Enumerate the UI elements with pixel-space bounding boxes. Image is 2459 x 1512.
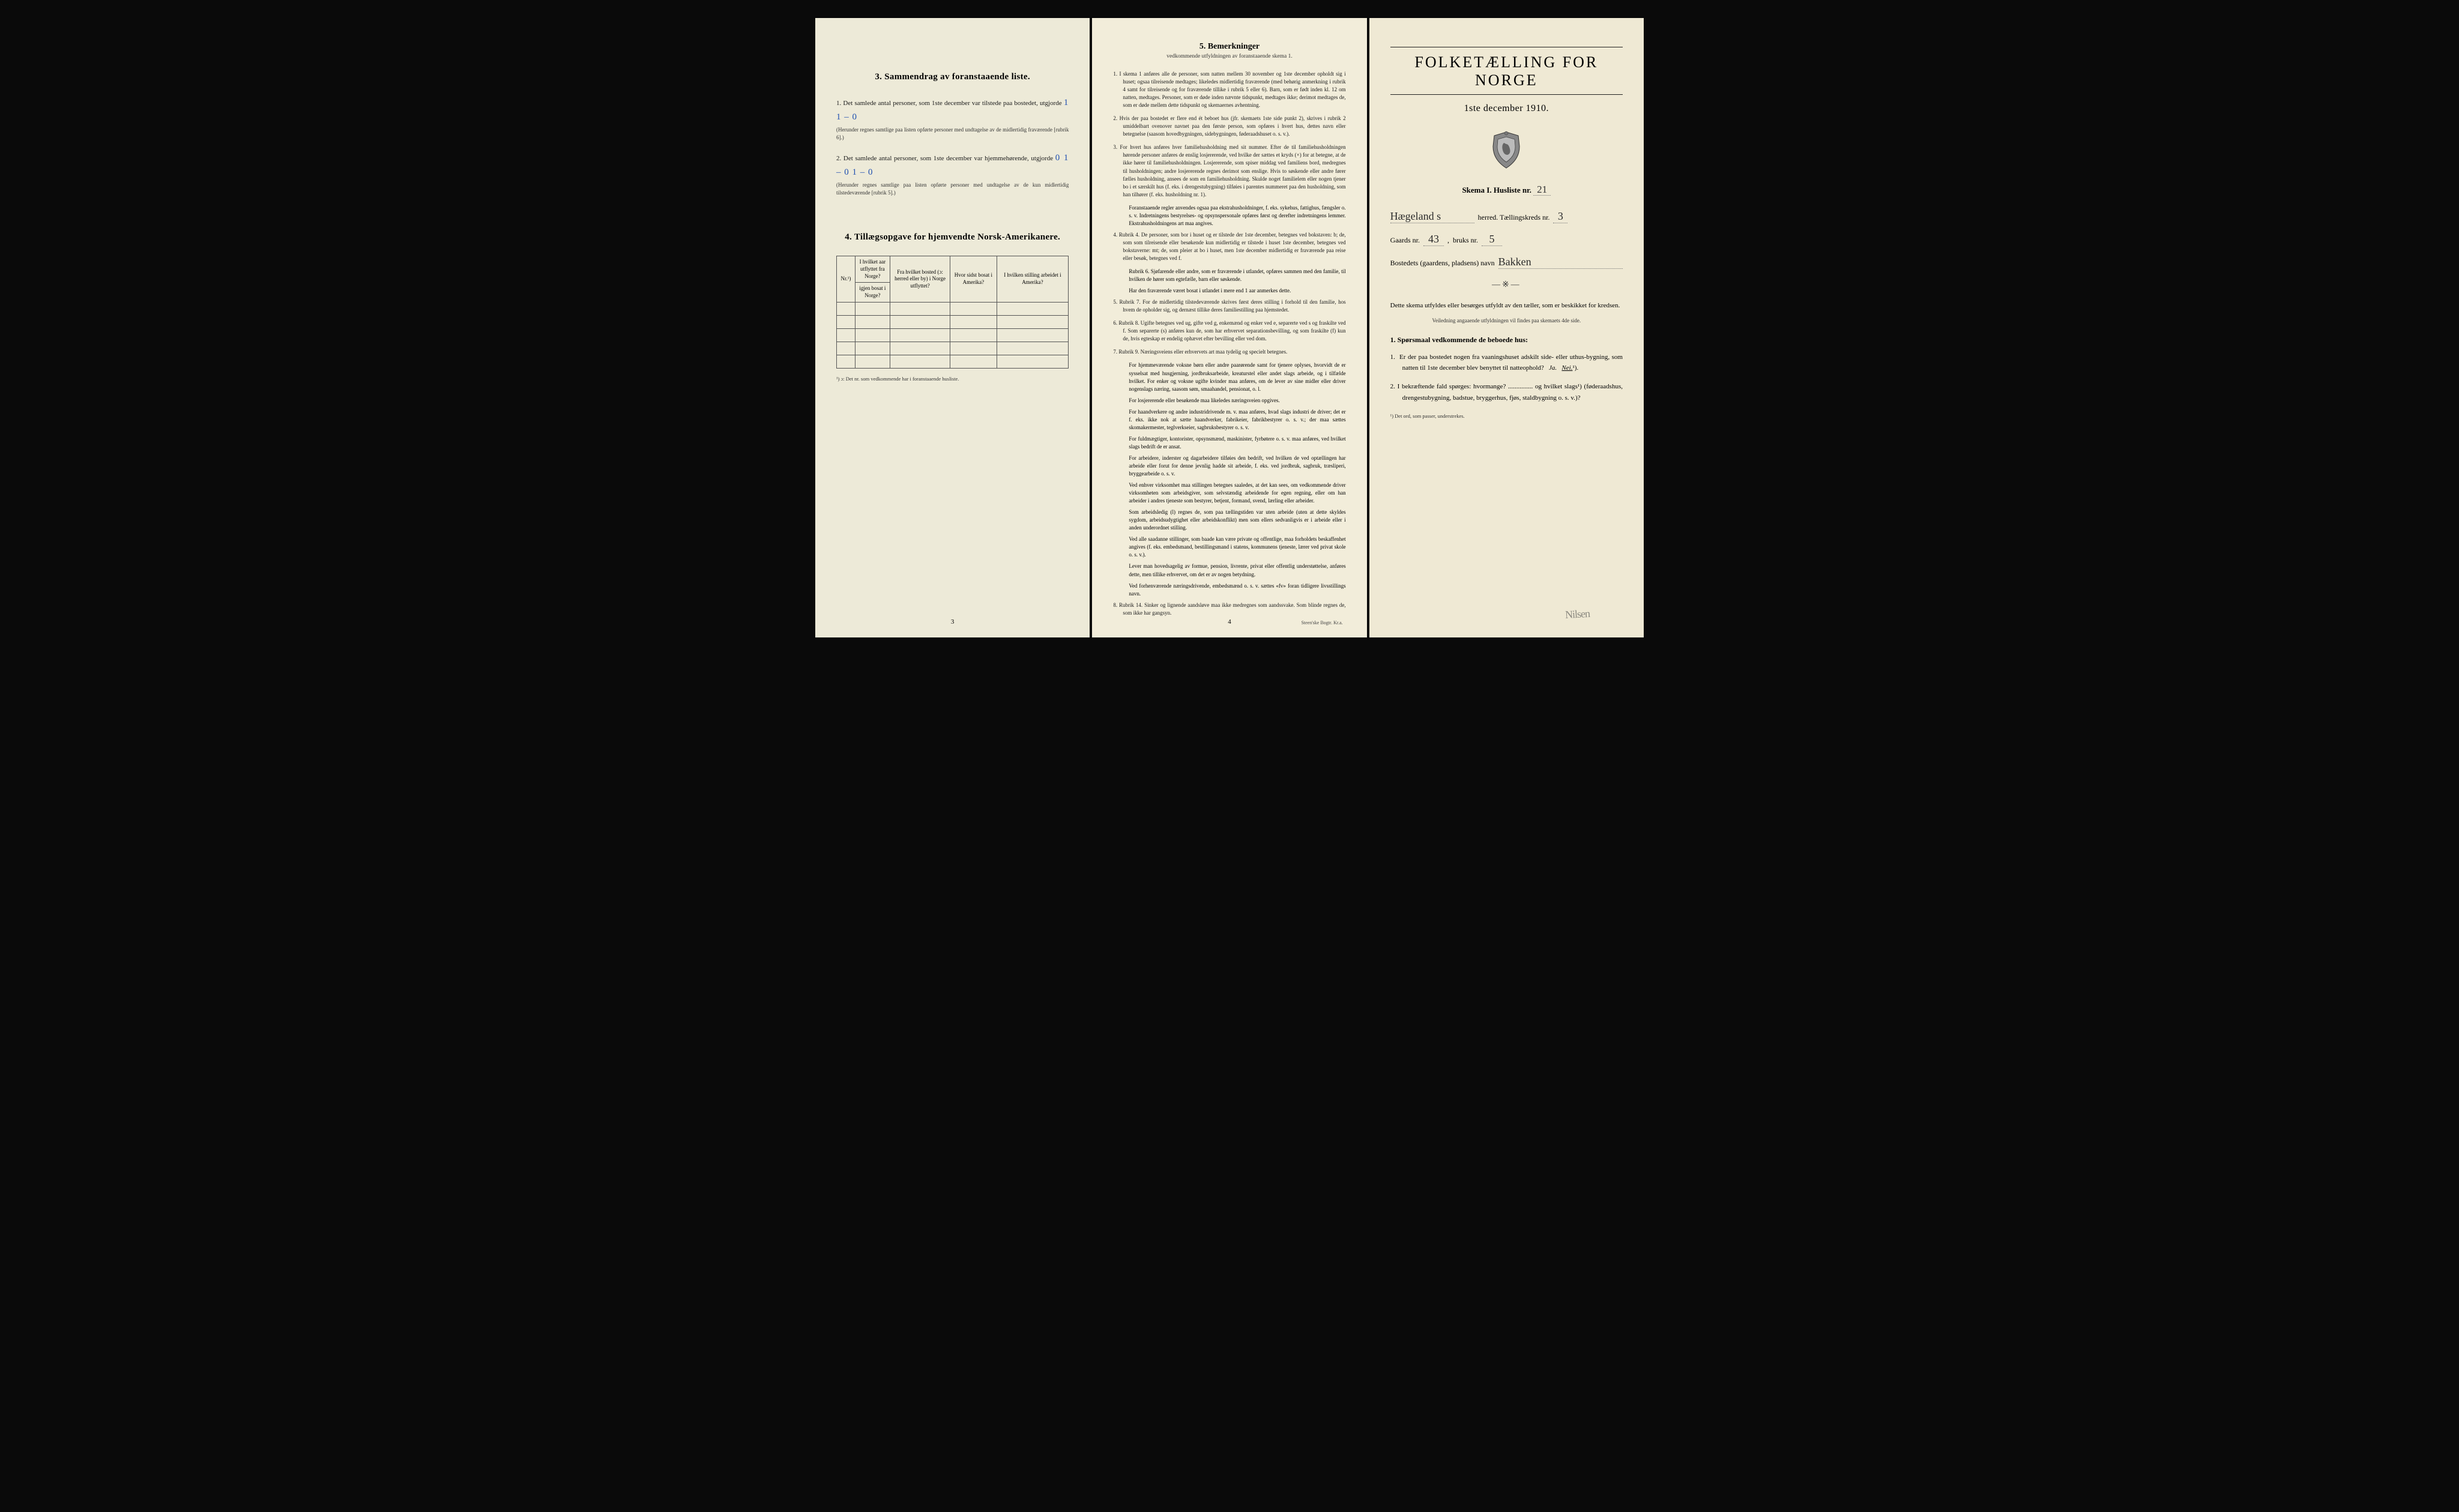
bemerk-item: 3. For hvert hus anføres hver familiehus…	[1113, 143, 1345, 198]
table-row	[837, 328, 1069, 342]
skema-line: Skema I. Husliste nr. 21	[1390, 184, 1623, 196]
summary-item-1-fine: (Herunder regnes samtlige paa listen opf…	[836, 126, 1069, 141]
bemerk-item: Ved forhenværende næringsdrivende, embed…	[1113, 582, 1345, 598]
bosted-line: Bostedets (gaardens, pladsens) navn Bakk…	[1390, 256, 1623, 269]
tillaeg-table-wrap: Nr.¹) I hvilket aar utflyttet fra Norge?…	[836, 256, 1069, 368]
summary-item-1-text: 1. Det samlede antal personer, som 1ste …	[836, 100, 1064, 107]
summary-item-1: 1. Det samlede antal personer, som 1ste …	[836, 95, 1069, 141]
bemerkninger-title: 5. Bemerkninger	[1113, 42, 1345, 52]
bemerk-item: Rubrik 6. Sjøfarende eller andre, som er…	[1113, 268, 1345, 283]
panel-page-3: 3. Sammendrag av foranstaaende liste. 1.…	[815, 18, 1090, 637]
footnote-left: ¹) ɔ: Det nr. som vedkommende har i fora…	[836, 376, 1069, 382]
bemerk-item: 2. Hvis der paa bostedet er flere end ét…	[1113, 115, 1345, 138]
section-4-title: 4. Tillægsopgave for hjemvendte Norsk-Am…	[836, 232, 1069, 242]
bemerk-item: Har den fraværende været bosat i utlande…	[1113, 287, 1345, 295]
gaards-label: Gaards nr.	[1390, 236, 1420, 245]
gaards-line: Gaards nr. 43 , bruks nr. 5	[1390, 233, 1623, 246]
herred-label: herred. Tællingskreds nr.	[1478, 213, 1550, 222]
page-number-4: 4	[1228, 618, 1231, 625]
th-last-america: Hvor sidst bosat i Amerika?	[950, 256, 997, 302]
bemerk-item: Foranstaaende regler anvendes ogsaa paa …	[1113, 204, 1345, 227]
footnote-right: ¹) Det ord, som passer, understrekes.	[1390, 413, 1623, 419]
bemerk-item: Ved alle saadanne stillinger, som baade …	[1113, 535, 1345, 559]
bemerk-item: Lever man hovedsagelig av formue, pensio…	[1113, 562, 1345, 578]
panel-page-4: 5. Bemerkninger vedkommende utfyldningen…	[1092, 18, 1366, 637]
bemerk-item: 6. Rubrik 8. Ugifte betegnes ved ug, gif…	[1113, 319, 1345, 343]
bemerk-item: 1. I skema 1 anføres alle de personer, s…	[1113, 70, 1345, 109]
coat-of-arms-icon	[1489, 131, 1523, 169]
bruks-label: bruks nr.	[1453, 236, 1478, 245]
bemerk-item: For haandverkere og andre industridriven…	[1113, 408, 1345, 432]
husliste-nr: 21	[1533, 184, 1551, 196]
herred-value: Hægeland s	[1390, 210, 1474, 223]
bosted-label: Bostedets (gaardens, pladsens) navn	[1390, 259, 1495, 268]
instruction-2: Veiledning angaaende utfyldningen vil fi…	[1390, 318, 1623, 324]
th-year-back: igjen bosat i Norge?	[855, 283, 890, 302]
th-year-out: I hvilket aar utflyttet fra Norge?	[855, 256, 890, 283]
tillaeg-table: Nr.¹) I hvilket aar utflyttet fra Norge?…	[836, 256, 1069, 368]
bemerk-item: 7. Rubrik 9. Næringsveiens eller erhverv…	[1113, 348, 1345, 356]
main-title: FOLKETÆLLING FOR NORGE	[1390, 47, 1623, 95]
sporsmaal-heading: 1. Spørsmaal vedkommende de beboede hus:	[1390, 336, 1623, 345]
section-3-title: 3. Sammendrag av foranstaaende liste.	[836, 72, 1069, 82]
th-position: I hvilken stilling arbeidet i Amerika?	[997, 256, 1069, 302]
bemerk-item: 4. Rubrik 4. De personer, som bor i huse…	[1113, 231, 1345, 262]
instruction-1: Dette skema utfyldes eller besørges utfy…	[1390, 301, 1623, 312]
table-row	[837, 355, 1069, 368]
bosted-value: Bakken	[1498, 256, 1623, 269]
main-date: 1ste december 1910.	[1390, 103, 1623, 114]
bemerk-item: Som arbeidsledig (l) regnes de, som paa …	[1113, 508, 1345, 532]
bemerk-item: 8. Rubrik 14. Sinker og lignende aandslø…	[1113, 601, 1345, 617]
printer-credit: Steen'ske Bogtr. Kr.a.	[1301, 620, 1342, 625]
ornament-divider: —※—	[1390, 280, 1623, 290]
table-row	[837, 315, 1069, 328]
bemerk-item: For fuldmægtiger, kontorister, opsynsmæn…	[1113, 435, 1345, 451]
question-1: 1. Er der paa bostedet nogen fra vaaning…	[1390, 352, 1623, 374]
question-2: 2. I bekræftende fald spørges: hvormange…	[1390, 381, 1623, 403]
gaards-nr: 43	[1423, 233, 1444, 246]
tillaeg-tbody	[837, 302, 1069, 368]
bemerkninger-sub: vedkommende utfyldningen av foranstaaend…	[1113, 53, 1345, 59]
table-row	[837, 302, 1069, 315]
kreds-nr: 3	[1553, 210, 1567, 223]
summary-item-2: 2. Det samlede antal personer, som 1ste …	[836, 151, 1069, 196]
census-document: 3. Sammendrag av foranstaaende liste. 1.…	[815, 18, 1644, 637]
stamp-mark: Nilsen	[1564, 607, 1590, 621]
th-nr: Nr.¹)	[837, 256, 855, 302]
summary-item-2-fine: (Herunder regnes samtlige paa listen opf…	[836, 181, 1069, 196]
herred-line: Hægeland s herred. Tællingskreds nr. 3	[1390, 210, 1623, 223]
th-from-where: Fra hvilket bosted (ɔ: herred eller by) …	[890, 256, 950, 302]
panel-cover: FOLKETÆLLING FOR NORGE 1ste december 191…	[1369, 18, 1644, 637]
bemerk-item: For losjererende eller besøkende maa lik…	[1113, 397, 1345, 405]
summary-item-2-text: 2. Det samlede antal personer, som 1ste …	[836, 155, 1055, 162]
page-number-3: 3	[951, 618, 955, 625]
table-row	[837, 342, 1069, 355]
skema-label: Skema I. Husliste nr.	[1462, 185, 1531, 194]
bemerk-item: 5. Rubrik 7. For de midlertidig tilstede…	[1113, 298, 1345, 314]
bemerkninger-list: 1. I skema 1 anføres alle de personer, s…	[1113, 70, 1345, 617]
question-1-text: 1. Er der paa bostedet nogen fra vaaning…	[1390, 354, 1623, 372]
bemerk-item: For hjemmeværende voksne børn eller andr…	[1113, 361, 1345, 393]
bemerk-item: For arbeidere, inderster og dagarbeidere…	[1113, 454, 1345, 478]
bruks-nr: 5	[1482, 233, 1502, 246]
bemerk-item: Ved enhver virksomhet maa stillingen bet…	[1113, 481, 1345, 505]
